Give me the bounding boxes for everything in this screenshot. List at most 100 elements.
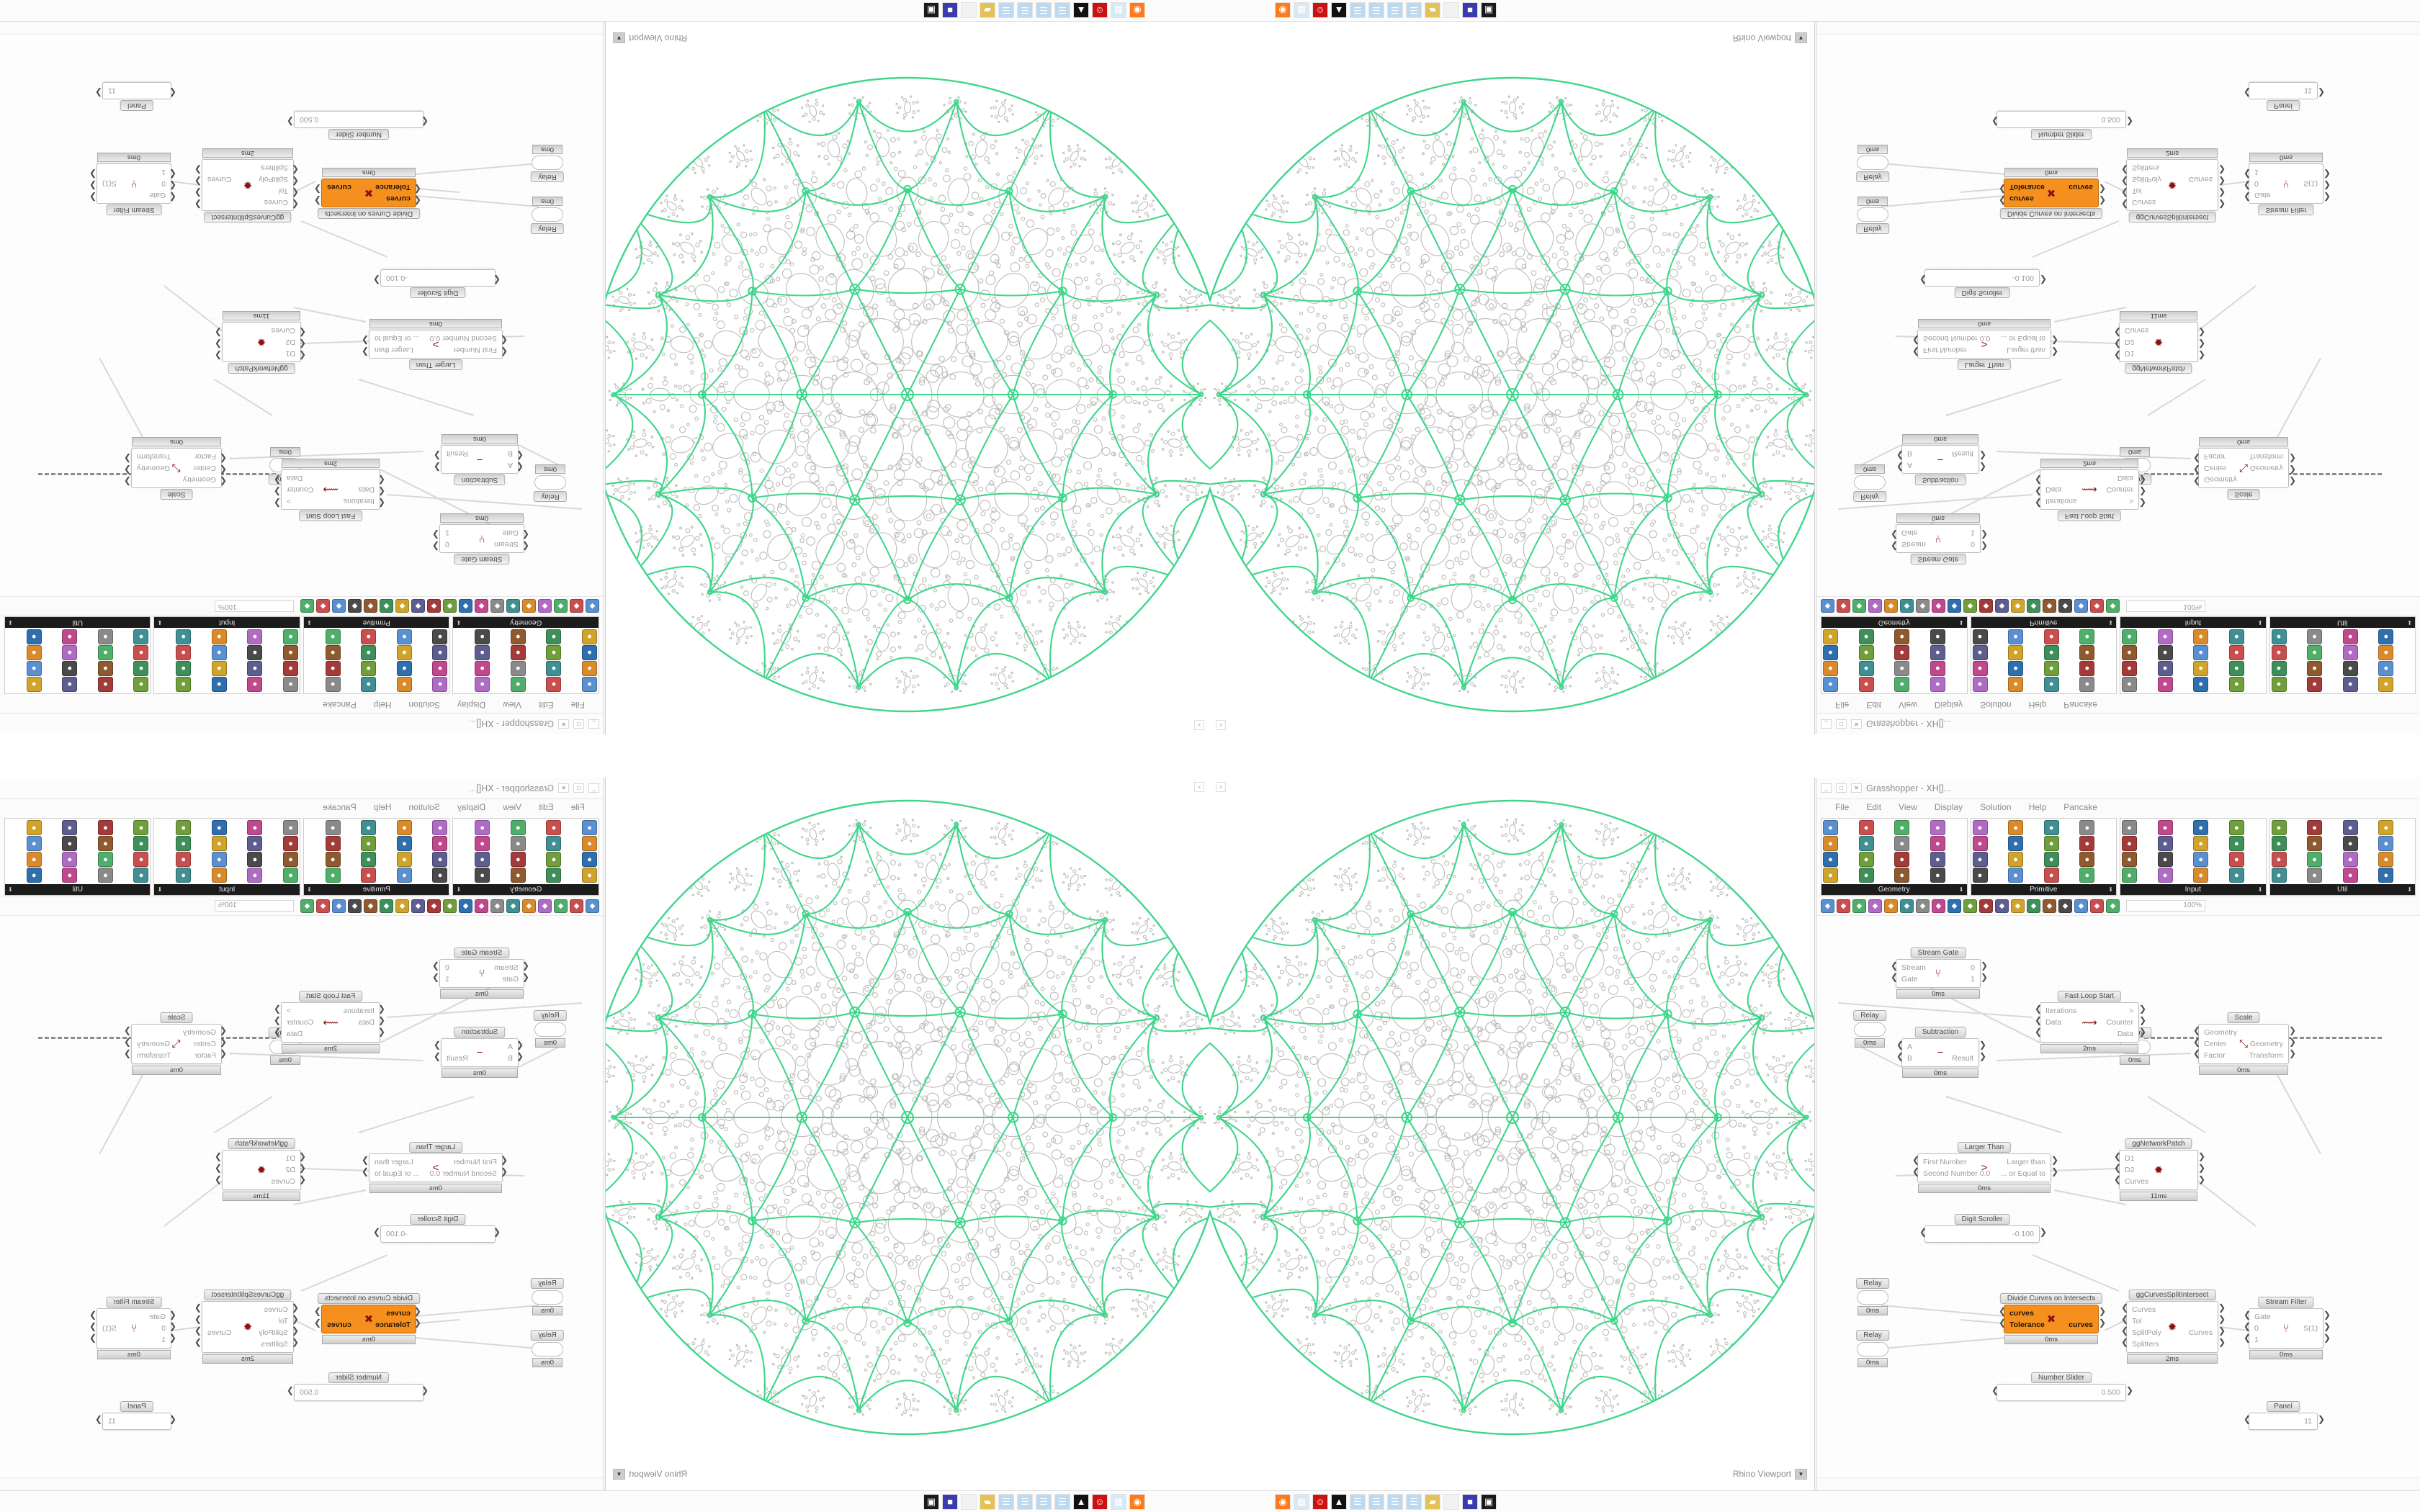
output-port-icon[interactable]: ❯ [273, 1015, 281, 1025]
palette-tab-input[interactable]: Input ⬇ [2120, 884, 2266, 895]
notepad-icon[interactable]: ☰ [1368, 1493, 1384, 1510]
menu-solution[interactable]: Solution [1980, 700, 2012, 710]
input-port-icon[interactable]: ❮ [1896, 1040, 1904, 1050]
red-app-icon[interactable]: ☺ [1092, 2, 1108, 19]
node-param-row[interactable]: Factor Transform [132, 1050, 221, 1061]
input-port-icon[interactable]: ❮ [2244, 192, 2251, 202]
menu-pancake[interactable]: Pancake [2063, 700, 2097, 710]
roots-icon[interactable]: ● [2271, 629, 2287, 644]
node-gg-network-patch[interactable]: ggNetworkPatch ❮ ❯ ❮ ❯ ❮ ❯ D1 D2 Curves ✹ 11ms [215, 1138, 306, 1201]
number-icon[interactable]: ● [361, 836, 377, 851]
node-param-row[interactable]: Gate [2249, 1311, 2323, 1323]
input-port-icon[interactable]: ❮ [2035, 1015, 2043, 1025]
zoom-icon[interactable]: ● [62, 868, 78, 883]
node-param-row[interactable]: 0.500 [295, 114, 423, 125]
node-param-row[interactable]: Splitters [2127, 162, 2218, 174]
palette-tab-util[interactable]: Util ⬇ [2269, 617, 2415, 628]
doc-icon[interactable]: ◆ [2011, 899, 2025, 913]
brep-icon[interactable]: ● [1930, 820, 1945, 835]
compass-icon[interactable]: ● [2378, 645, 2394, 660]
input-port-icon[interactable]: ❮ [516, 1051, 524, 1061]
guid-icon[interactable]: ● [325, 645, 341, 660]
input-port-icon[interactable]: ❮ [413, 184, 421, 194]
minimize-button[interactable]: _ [1821, 783, 1832, 793]
node-param-row[interactable]: 1 [2249, 166, 2323, 178]
output-port-icon[interactable]: ❯ [2318, 1414, 2326, 1424]
abc-icon[interactable]: ● [2342, 677, 2358, 692]
bake-icon[interactable]: ◆ [506, 899, 520, 913]
output-port-icon[interactable]: ❯ [2198, 339, 2206, 349]
arrow-left-icon[interactable]: ● [2307, 677, 2323, 692]
img-icon[interactable]: ● [283, 868, 298, 883]
path-icon[interactable]: ● [2043, 629, 2059, 644]
firefox-icon[interactable]: ◉ [1275, 2, 1291, 19]
abc-icon[interactable]: ● [62, 677, 78, 692]
viewport-tab[interactable]: Rhino Viewport ▼ [613, 1468, 687, 1480]
node-param-row[interactable]: -0.100 [381, 1228, 495, 1240]
relay-body[interactable]: 0ms [532, 1290, 563, 1315]
node-param-row[interactable]: Gate 1 [1896, 973, 1980, 985]
input-port-icon[interactable]: ❮ [377, 1004, 385, 1014]
text-icon[interactable]: ● [1972, 677, 1988, 692]
sphere-icon[interactable]: ● [546, 820, 562, 835]
bw-app-icon[interactable]: ▲ [1073, 2, 1089, 19]
output-port-icon[interactable]: ❯ [372, 1227, 380, 1237]
notepad-icon[interactable]: ☰ [1054, 1493, 1070, 1510]
relay-node[interactable]: Relay 0ms [531, 1330, 564, 1367]
pencil-icon[interactable]: ● [26, 629, 42, 644]
sphere-dark-icon[interactable]: ● [247, 820, 263, 835]
colour-swatch-icon[interactable]: ● [211, 820, 227, 835]
notepad-icon[interactable]: ☰ [1387, 2, 1403, 19]
boolean-icon[interactable]: ● [1972, 661, 1988, 676]
notepad-icon[interactable]: ☰ [1017, 2, 1033, 19]
cluster-icon[interactable]: ◆ [1884, 599, 1898, 613]
minimize-button[interactable]: _ [1821, 719, 1832, 729]
node-stream-filter[interactable]: Stream Filter ❮ ❯ ❮ ❯ ❮ ❯ Gate 0 S(1) 1 ⑂ 0ms [89, 1297, 176, 1359]
relay-node[interactable]: Relay 0ms [1853, 1010, 1886, 1048]
viewport-tab-arrow-icon[interactable]: ▼ [613, 1468, 625, 1480]
output-port-icon[interactable]: ❯ [1979, 462, 1987, 472]
arrow-left-icon[interactable]: ● [97, 820, 113, 835]
node-canvas[interactable]: Relay0msRelay0msRelay0msRelay0msStream G… [0, 916, 604, 1477]
node-fast-loop-start[interactable]: Fast Loop Start ❮ ❯ ❮ ❯ ❮ ❯ Iterations > Data Coun… [2035, 991, 2146, 1053]
widget-icon[interactable]: ◆ [2106, 599, 2120, 613]
node-param-row[interactable]: Tol [2127, 1315, 2218, 1327]
node-fast-loop-start[interactable]: Fast Loop Start ❮ ❯ ❮ ❯ ❮ ❯ Iterations > Data Coun… [274, 459, 385, 521]
calculator-icon[interactable]: ▦ [1111, 1493, 1126, 1510]
node-param-row[interactable]: 11 [103, 1416, 171, 1427]
palette-tab-util[interactable]: Util ⬇ [5, 884, 151, 895]
output-port-icon[interactable]: ❯ [313, 1306, 321, 1316]
id-icon[interactable]: ● [2008, 677, 2024, 692]
palette-tab-input[interactable]: Input ⬇ [154, 884, 300, 895]
relay-node[interactable]: Relay 0ms [1856, 145, 1889, 182]
output-port-icon[interactable]: ❯ [194, 176, 202, 186]
viewport-tab[interactable]: Rhino Viewport ▼ [613, 32, 687, 44]
green-grid-icon[interactable]: ● [211, 645, 227, 660]
relay-body[interactable]: 0ms [1857, 1342, 1888, 1367]
shade-icon[interactable]: ◆ [475, 599, 488, 613]
output-port-icon[interactable]: ❯ [372, 275, 380, 285]
plane-icon[interactable]: ● [1930, 661, 1945, 676]
eye-icon[interactable]: ◆ [316, 899, 330, 913]
widget-icon[interactable]: ◆ [300, 599, 314, 613]
preview-icon[interactable]: ◆ [490, 599, 504, 613]
cross-icon[interactable]: ◆ [1948, 599, 1961, 613]
output-port-icon[interactable]: ❯ [273, 1004, 281, 1014]
input-port-icon[interactable]: ❮ [1912, 1166, 1920, 1176]
circle-icon[interactable]: ● [1858, 645, 1874, 660]
input-port-icon[interactable]: ❮ [2193, 454, 2201, 464]
input-port-icon[interactable]: ❮ [2244, 1321, 2251, 1331]
node-canvas[interactable]: Relay0msRelay0msRelay0msRelay0msStream G… [1816, 916, 2420, 1477]
panel-icon[interactable]: ● [283, 820, 298, 835]
null-icon[interactable]: ● [2079, 868, 2095, 883]
id-tag-icon[interactable]: ● [2228, 820, 2244, 835]
box-icon[interactable]: ● [1823, 677, 1838, 692]
output-port-icon[interactable]: ❯ [123, 1037, 131, 1047]
output-port-icon[interactable]: ❯ [2126, 1385, 2134, 1395]
input-port-icon[interactable]: ❮ [1912, 347, 1920, 357]
path-icon[interactable]: ● [361, 868, 377, 883]
input-port-icon[interactable]: ❮ [493, 275, 501, 285]
palette-tab-primitive[interactable]: Primitive ⬇ [1971, 884, 2116, 895]
output-port-icon[interactable]: ❯ [433, 1040, 441, 1050]
input-port-icon[interactable]: ❮ [500, 347, 508, 357]
